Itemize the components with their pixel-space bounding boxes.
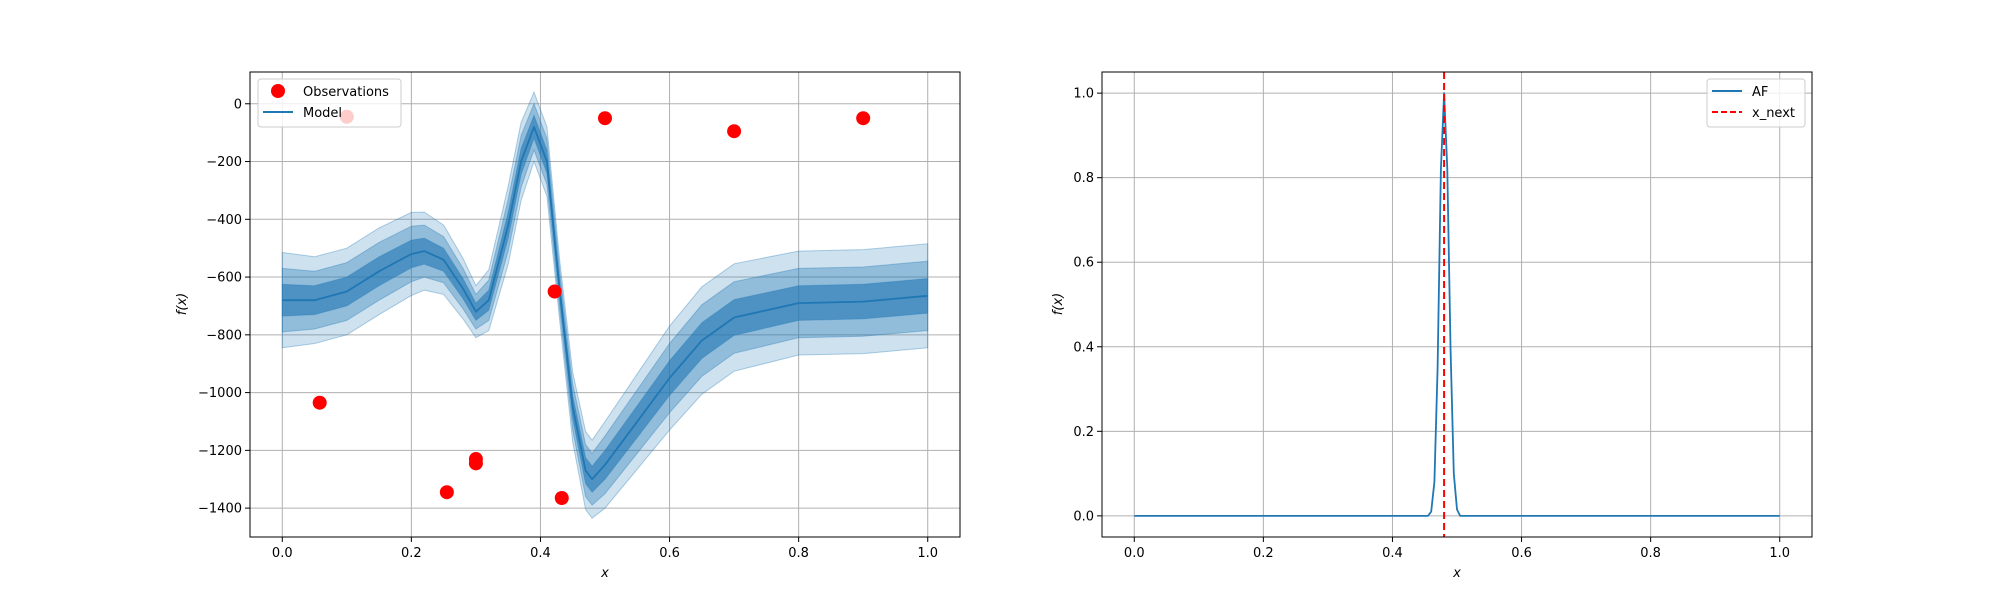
model-y-tick-label: −200 xyxy=(206,155,242,170)
acquisition-y-tick-label: 0.0 xyxy=(1073,509,1094,524)
legend-observations-marker xyxy=(271,84,285,98)
acquisition-x-tick-label: 0.0 xyxy=(1124,546,1145,561)
model-mean-path xyxy=(282,126,928,481)
acquisition-x-axis-label: x xyxy=(1452,566,1461,581)
model-y-tick-label: −800 xyxy=(206,328,242,343)
observation-point xyxy=(554,491,569,506)
observation-point xyxy=(312,395,327,410)
acquisition-y-axis-label: f(x) xyxy=(1051,293,1066,315)
acquisition-plot-area xyxy=(1102,72,1812,537)
model-ticks: 0.0 0.2 0.4 0.6 0.8 1.0 0 −200 −400 −600 −800 −1000… xyxy=(198,97,938,561)
model-x-tick-label: 0.8 xyxy=(788,546,809,561)
model-x-tick-label: 0.2 xyxy=(401,546,422,561)
acquisition-y-tick-label: 0.4 xyxy=(1073,340,1094,355)
acquisition-x-tick-label: 0.4 xyxy=(1382,546,1403,561)
acquisition-y-tick-label: 0.8 xyxy=(1073,171,1094,186)
observation-point xyxy=(598,111,612,126)
model-y-tick-label: −600 xyxy=(206,271,242,286)
model-grid xyxy=(250,72,960,537)
model-x-tick-label: 0.4 xyxy=(530,546,551,561)
acquisition-x-tick-label: 0.8 xyxy=(1640,546,1661,561)
legend-x-next-label: x_next xyxy=(1752,106,1795,121)
acquisition-y-tick-label: 0.2 xyxy=(1073,425,1094,440)
acquisition-legend: AF x_next xyxy=(1706,78,1806,128)
model-axes-frame xyxy=(249,71,961,538)
model-legend: Observations Model xyxy=(257,78,402,128)
legend-af-label: AF xyxy=(1752,85,1768,100)
af-path xyxy=(1134,92,1780,517)
model-legend-box xyxy=(257,78,402,128)
observation-point xyxy=(547,284,562,299)
acquisition-x-tick-label: 0.6 xyxy=(1511,546,1532,561)
acquisition-y-tick-label: 0.6 xyxy=(1073,256,1094,271)
model-y-tick-label: −1200 xyxy=(198,444,242,459)
observation-point xyxy=(856,111,871,126)
acquisition-grid xyxy=(1102,72,1812,537)
model-y-tick-label: −1400 xyxy=(198,502,242,517)
model-y-tick-label: −1000 xyxy=(198,386,242,401)
model-x-tick-label: 0.6 xyxy=(659,546,680,561)
acquisition-axes-frame xyxy=(1101,71,1813,538)
model-x-tick-label: 0.0 xyxy=(272,546,293,561)
model-y-tick-label: −400 xyxy=(206,213,242,228)
acquisition-x-tick-label: 0.2 xyxy=(1253,546,1274,561)
model-y-tick-label: 0 xyxy=(234,97,242,112)
observation-point xyxy=(727,124,742,139)
model-x-tick-label: 1.0 xyxy=(917,546,938,561)
acquisition-ticks: 0.0 0.2 0.4 0.6 0.8 1.0 0.0 0.2 0.4 0.6 0.8 1.0 xyxy=(1073,87,1790,561)
model-mean-line xyxy=(282,126,928,481)
legend-model-label: Model xyxy=(303,106,342,121)
observation-points xyxy=(312,109,871,506)
af-line xyxy=(1134,92,1780,517)
acquisition-y-tick-label: 1.0 xyxy=(1073,87,1094,102)
model-y-axis-label: f(x) xyxy=(175,293,190,315)
model-panel: 0.0 0.2 0.4 0.6 0.8 1.0 0 −200 −400 −600 −800 −1000… xyxy=(175,71,961,581)
legend-observations-label: Observations xyxy=(303,85,389,100)
observation-point xyxy=(439,485,454,500)
acquisition-x-tick-label: 1.0 xyxy=(1769,546,1790,561)
acquisition-panel: 0.0 0.2 0.4 0.6 0.8 1.0 0.0 0.2 0.4 0.6 0.8 1.0 x f… xyxy=(1051,71,1813,581)
observation-point xyxy=(468,456,483,471)
model-x-axis-label: x xyxy=(600,566,609,581)
